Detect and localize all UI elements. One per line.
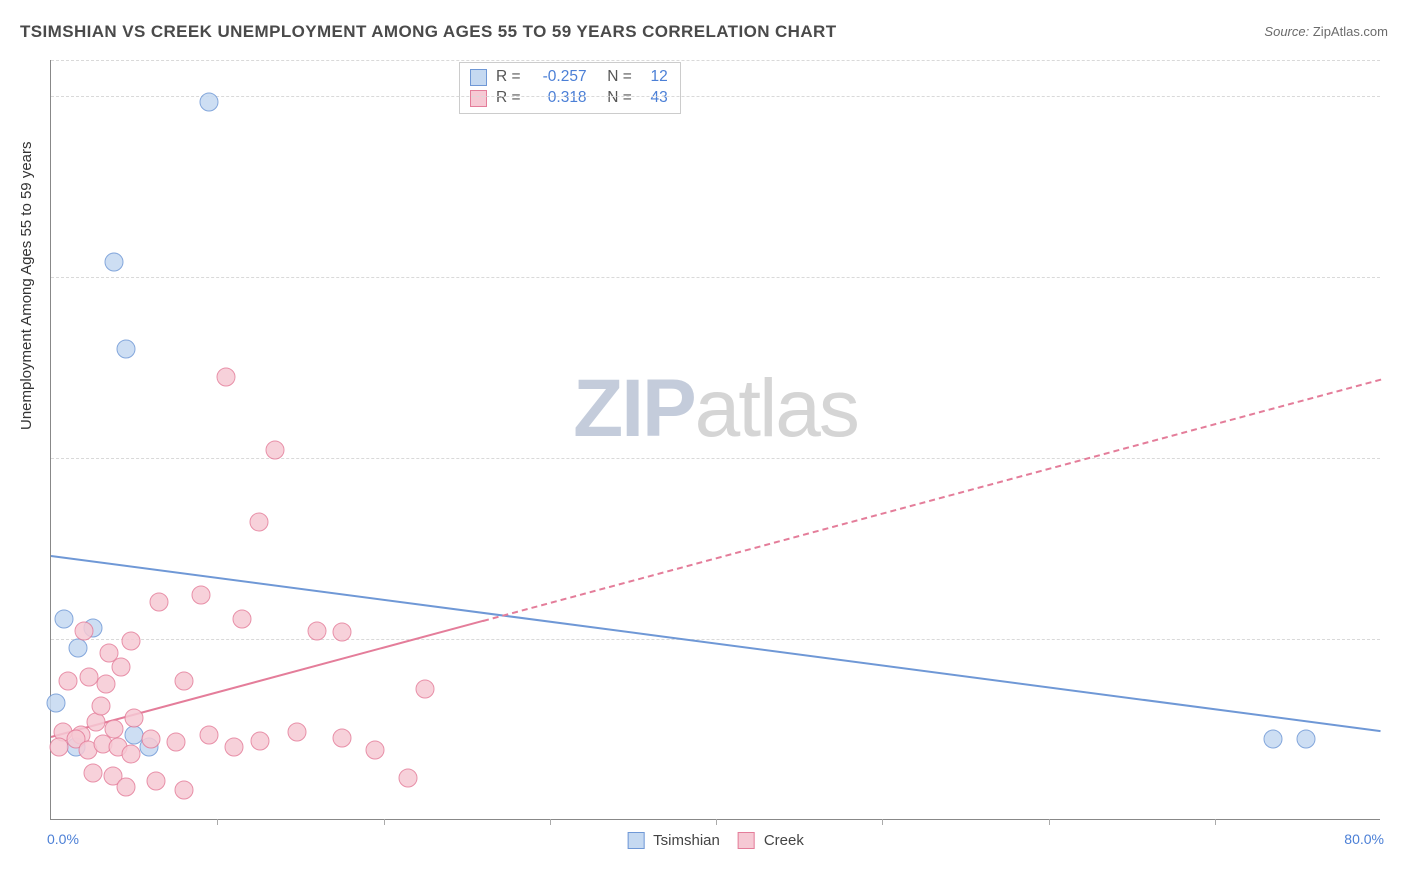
data-point	[46, 694, 65, 713]
n-label: N =	[607, 88, 632, 109]
gridline-h	[51, 639, 1380, 640]
data-point	[216, 368, 235, 387]
gridline-h	[51, 277, 1380, 278]
data-point	[1297, 730, 1316, 749]
data-point	[96, 675, 115, 694]
data-point	[308, 621, 327, 640]
watermark: ZIPatlas	[573, 362, 858, 456]
gridline-h	[51, 60, 1380, 61]
legend-item-creek: Creek	[738, 832, 804, 849]
x-tick	[1049, 819, 1050, 825]
tsimshian-label: Tsimshian	[653, 832, 720, 849]
data-point	[399, 769, 418, 788]
data-point	[116, 339, 135, 358]
data-point	[58, 672, 77, 691]
data-point	[75, 621, 94, 640]
data-point	[91, 697, 110, 716]
trend-line	[51, 555, 1381, 732]
data-point	[55, 610, 74, 629]
data-point	[366, 740, 385, 759]
r-label: R =	[496, 67, 521, 88]
data-point	[332, 728, 351, 747]
data-point	[175, 781, 194, 800]
data-point	[224, 737, 243, 756]
legend-row-creek: R = 0.318 N = 43	[470, 88, 668, 109]
data-point	[150, 592, 169, 611]
creek-label: Creek	[764, 832, 804, 849]
data-point	[199, 726, 218, 745]
y-axis-label: Unemployment Among Ages 55 to 59 years	[18, 141, 35, 430]
data-point	[111, 658, 130, 677]
data-point	[121, 744, 140, 763]
data-point	[251, 731, 270, 750]
data-point	[266, 440, 285, 459]
gridline-h	[51, 96, 1380, 97]
data-point	[121, 631, 140, 650]
watermark-zip: ZIP	[573, 363, 695, 454]
data-point	[332, 623, 351, 642]
tsimshian-swatch	[627, 832, 644, 849]
data-point	[288, 723, 307, 742]
data-point	[116, 778, 135, 797]
watermark-atlas: atlas	[695, 363, 858, 454]
data-point	[146, 772, 165, 791]
data-point	[249, 513, 268, 532]
tsimshian-r: -0.257	[529, 67, 587, 88]
x-tick	[217, 819, 218, 825]
data-point	[141, 730, 160, 749]
legend-item-tsimshian: Tsimshian	[627, 832, 720, 849]
creek-swatch	[738, 832, 755, 849]
legend-row-tsimshian: R = -0.257 N = 12	[470, 67, 668, 88]
r-label: R =	[496, 88, 521, 109]
source-name: ZipAtlas.com	[1313, 24, 1388, 39]
tsimshian-n: 12	[640, 67, 668, 88]
data-point	[166, 733, 185, 752]
data-point	[233, 610, 252, 629]
legend-correlation: R = -0.257 N = 12 R = 0.318 N = 43	[459, 62, 681, 114]
data-point	[105, 252, 124, 271]
x-tick	[1215, 819, 1216, 825]
n-label: N =	[607, 67, 632, 88]
x-tick	[550, 819, 551, 825]
source-attribution: Source: ZipAtlas.com	[1264, 24, 1388, 39]
source-prefix: Source:	[1264, 24, 1309, 39]
chart-title: TSIMSHIAN VS CREEK UNEMPLOYMENT AMONG AG…	[20, 22, 837, 42]
data-point	[199, 93, 218, 112]
x-tick	[716, 819, 717, 825]
creek-n: 43	[640, 88, 668, 109]
data-point	[68, 639, 87, 658]
data-point	[175, 672, 194, 691]
x-axis-min: 0.0%	[47, 831, 79, 847]
trend-line	[483, 379, 1381, 622]
tsimshian-swatch	[470, 69, 487, 86]
x-tick	[882, 819, 883, 825]
scatter-plot: ZIPatlas R = -0.257 N = 12 R = 0.318 N =…	[50, 60, 1380, 820]
creek-r: 0.318	[529, 88, 587, 109]
x-axis-max: 80.0%	[1344, 831, 1384, 847]
data-point	[1263, 730, 1282, 749]
data-point	[125, 708, 144, 727]
legend-series: Tsimshian Creek	[627, 832, 804, 849]
gridline-h	[51, 458, 1380, 459]
data-point	[191, 585, 210, 604]
creek-swatch	[470, 90, 487, 107]
x-tick	[384, 819, 385, 825]
data-point	[416, 679, 435, 698]
data-point	[83, 763, 102, 782]
